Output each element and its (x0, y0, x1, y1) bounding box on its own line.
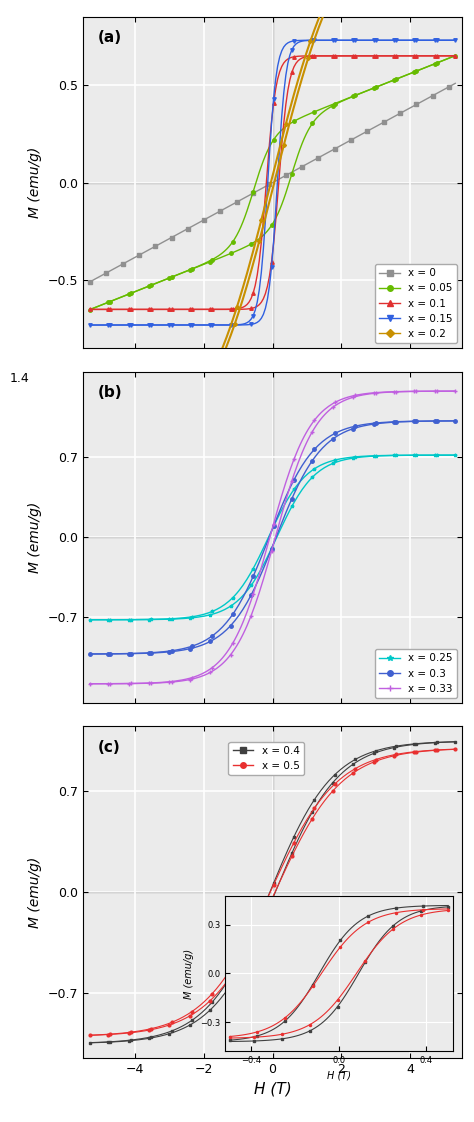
Y-axis label: M (emu/g): M (emu/g) (28, 147, 42, 219)
Text: (a): (a) (98, 30, 122, 45)
Legend: x = 0.4, x = 0.5: x = 0.4, x = 0.5 (228, 742, 304, 775)
X-axis label: H (T): H (T) (254, 1082, 292, 1096)
Y-axis label: M (emu/g): M (emu/g) (28, 502, 42, 573)
Legend: x = 0.25, x = 0.3, x = 0.33: x = 0.25, x = 0.3, x = 0.33 (375, 650, 457, 698)
Y-axis label: M (emu/g): M (emu/g) (28, 856, 42, 928)
Text: (c): (c) (98, 739, 121, 755)
Legend: x = 0, x = 0.05, x = 0.1, x = 0.15, x = 0.2: x = 0, x = 0.05, x = 0.1, x = 0.15, x = … (375, 264, 457, 343)
Text: 1.4: 1.4 (10, 371, 30, 385)
Text: (b): (b) (98, 385, 123, 399)
